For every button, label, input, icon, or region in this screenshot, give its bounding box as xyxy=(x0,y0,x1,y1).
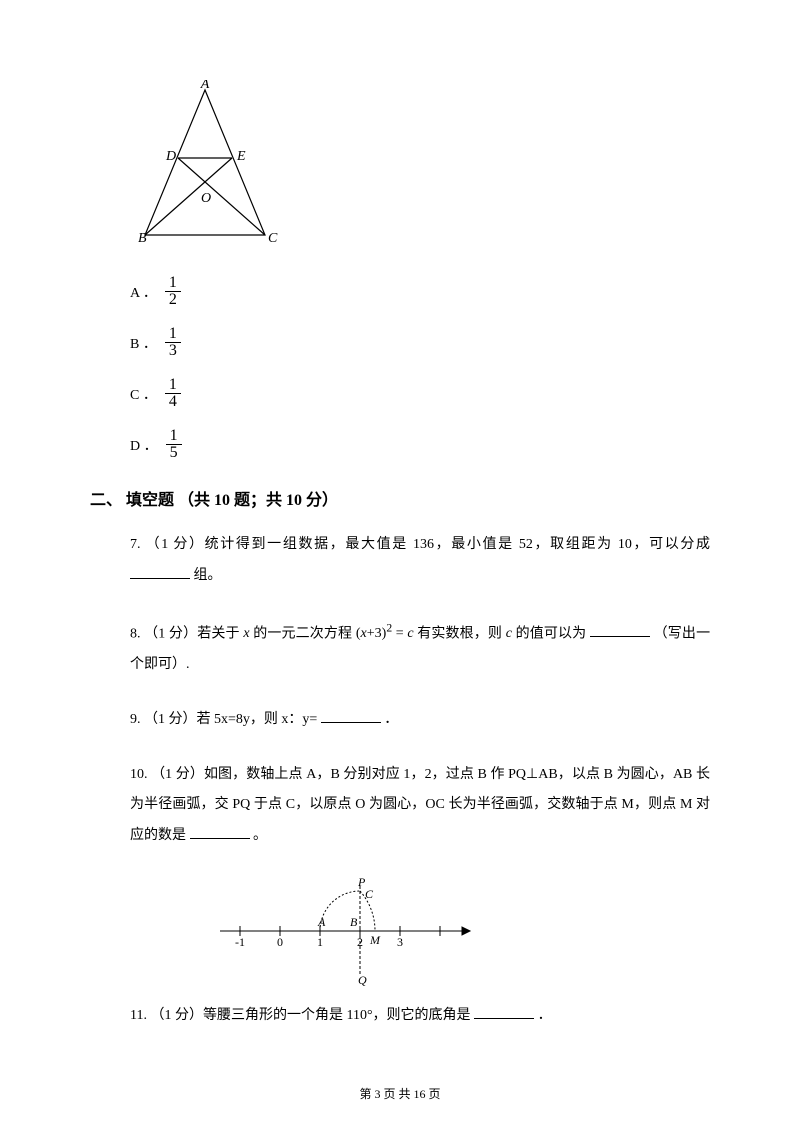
question-7: 7. （1 分）统计得到一组数据，最大值是 136，最小值是 52，取组距为 1… xyxy=(130,530,710,592)
q8-p2: 的一元二次方程 xyxy=(253,626,356,641)
tick-1: 1 xyxy=(317,935,323,949)
blank xyxy=(321,709,381,723)
q8-p1: 8. （1 分）若关于 xyxy=(130,626,243,641)
tick-3: 3 xyxy=(397,935,403,949)
equation: (x+3)2 = c xyxy=(356,626,414,641)
option-label: A ． xyxy=(130,282,157,302)
question-9: 9. （1 分）若 5x=8y，则 x：y= ． xyxy=(130,705,710,736)
q10-suffix: 。 xyxy=(253,828,267,843)
denominator: 3 xyxy=(165,343,181,359)
vertex-a: A xyxy=(200,80,210,92)
option-label: B ． xyxy=(130,333,157,353)
q11-text: 11. （1 分）等腰三角形的一个角是 110°，则它的底角是 xyxy=(130,1008,471,1023)
numerator: 1 xyxy=(165,275,181,292)
vertex-c: C xyxy=(268,231,278,246)
q11-suffix: ． xyxy=(538,1008,552,1023)
fraction: 1 5 xyxy=(166,428,182,461)
vertex-d: D xyxy=(165,149,176,164)
fraction: 1 4 xyxy=(165,377,181,410)
tick-neg1: -1 xyxy=(235,935,245,949)
page-footer: 第 3 页 共 16 页 xyxy=(0,1085,800,1102)
section-title: 二、 填空题 （共 10 题；共 10 分） xyxy=(90,486,710,510)
q9-text: 9. （1 分）若 5x=8y，则 x：y= xyxy=(130,712,317,727)
option-b: B ． 1 3 xyxy=(130,326,710,359)
triangle-diagram: A B C D E O xyxy=(130,80,710,255)
q7-suffix: 组。 xyxy=(194,568,222,583)
numerator: 1 xyxy=(165,377,181,394)
blank xyxy=(130,565,190,579)
fraction: 1 3 xyxy=(165,326,181,359)
q8-p3: 有实数根，则 xyxy=(417,626,506,641)
denominator: 2 xyxy=(165,292,181,308)
denominator: 5 xyxy=(166,445,182,461)
label-b: B xyxy=(350,915,358,929)
var-x: x xyxy=(243,619,249,650)
denominator: 4 xyxy=(165,394,181,410)
label-a: A xyxy=(317,915,326,929)
fraction: 1 2 xyxy=(165,275,181,308)
blank xyxy=(474,1005,534,1019)
blank xyxy=(190,825,250,839)
question-11: 11. （1 分）等腰三角形的一个角是 110°，则它的底角是 ． xyxy=(130,1001,710,1032)
q7-text: 7. （1 分）统计得到一组数据，最大值是 136，最小值是 52，取组距为 1… xyxy=(130,537,710,552)
vertex-e: E xyxy=(236,149,246,164)
numerator: 1 xyxy=(166,428,182,445)
number-line-diagram: P C Q A B M -1 0 1 2 3 xyxy=(210,876,710,991)
options-list: A ． 1 2 B ． 1 3 C ． 1 4 D ． 1 5 xyxy=(130,275,710,461)
option-label: D ． xyxy=(130,435,158,455)
q8-p4: 的值可以为 xyxy=(516,626,587,641)
tick-2: 2 xyxy=(357,935,363,949)
option-d: D ． 1 5 xyxy=(130,428,710,461)
label-c: C xyxy=(365,887,374,901)
q9-suffix: ． xyxy=(384,712,398,727)
tick-0: 0 xyxy=(277,935,283,949)
option-label: C ． xyxy=(130,384,157,404)
label-q: Q xyxy=(358,973,367,986)
option-a: A ． 1 2 xyxy=(130,275,710,308)
vertex-o: O xyxy=(201,191,211,206)
label-m: M xyxy=(369,933,381,947)
blank xyxy=(590,623,650,637)
question-10: 10. （1 分）如图，数轴上点 A，B 分别对应 1，2，过点 B 作 PQ⊥… xyxy=(130,760,710,852)
option-c: C ． 1 4 xyxy=(130,377,710,410)
var-c: c xyxy=(506,619,512,650)
vertex-b: B xyxy=(138,231,147,246)
numerator: 1 xyxy=(165,326,181,343)
question-8: 8. （1 分）若关于 x 的一元二次方程 (x+3)2 = c 有实数根，则 … xyxy=(130,616,710,681)
